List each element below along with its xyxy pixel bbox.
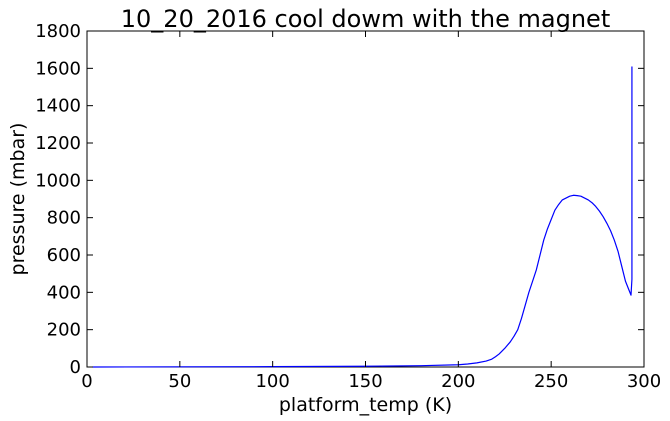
series-line-0	[92, 66, 633, 368]
y-tick-label: 1400	[35, 96, 81, 117]
x-tick-label: 100	[255, 371, 289, 392]
plot-area: 0 50 100 150 200 250 300 0 200 400 600 800 1000 1200…	[35, 21, 661, 392]
y-axis-ticks: 0 200 400 600 800 1000 1200 1400 1600 1800	[35, 21, 644, 378]
y-tick-label: 400	[47, 282, 81, 303]
y-tick-label: 800	[47, 208, 81, 229]
x-axis-ticks: 0 50 100 150 200 250 300	[81, 31, 661, 392]
x-tick-label: 150	[348, 371, 382, 392]
y-axis-label: pressure (mbar)	[7, 123, 29, 276]
y-tick-label: 1200	[35, 133, 81, 154]
y-tick-label: 600	[47, 245, 81, 266]
x-tick-label: 300	[627, 371, 661, 392]
y-tick-label: 0	[70, 357, 81, 378]
x-tick-label: 250	[534, 371, 568, 392]
series-layer	[92, 66, 633, 368]
x-tick-label: 0	[81, 371, 92, 392]
chart-title: 10_20_2016 cool dowm with the magnet	[121, 5, 610, 33]
x-tick-label: 50	[168, 371, 191, 392]
y-tick-label: 200	[47, 320, 81, 341]
x-tick-label: 200	[441, 371, 475, 392]
plot-frame	[86, 30, 645, 368]
x-axis-label: platform_temp (K)	[279, 394, 452, 416]
y-tick-label: 1800	[35, 21, 81, 42]
y-tick-label: 1000	[35, 170, 81, 191]
y-tick-label: 1600	[35, 58, 81, 79]
